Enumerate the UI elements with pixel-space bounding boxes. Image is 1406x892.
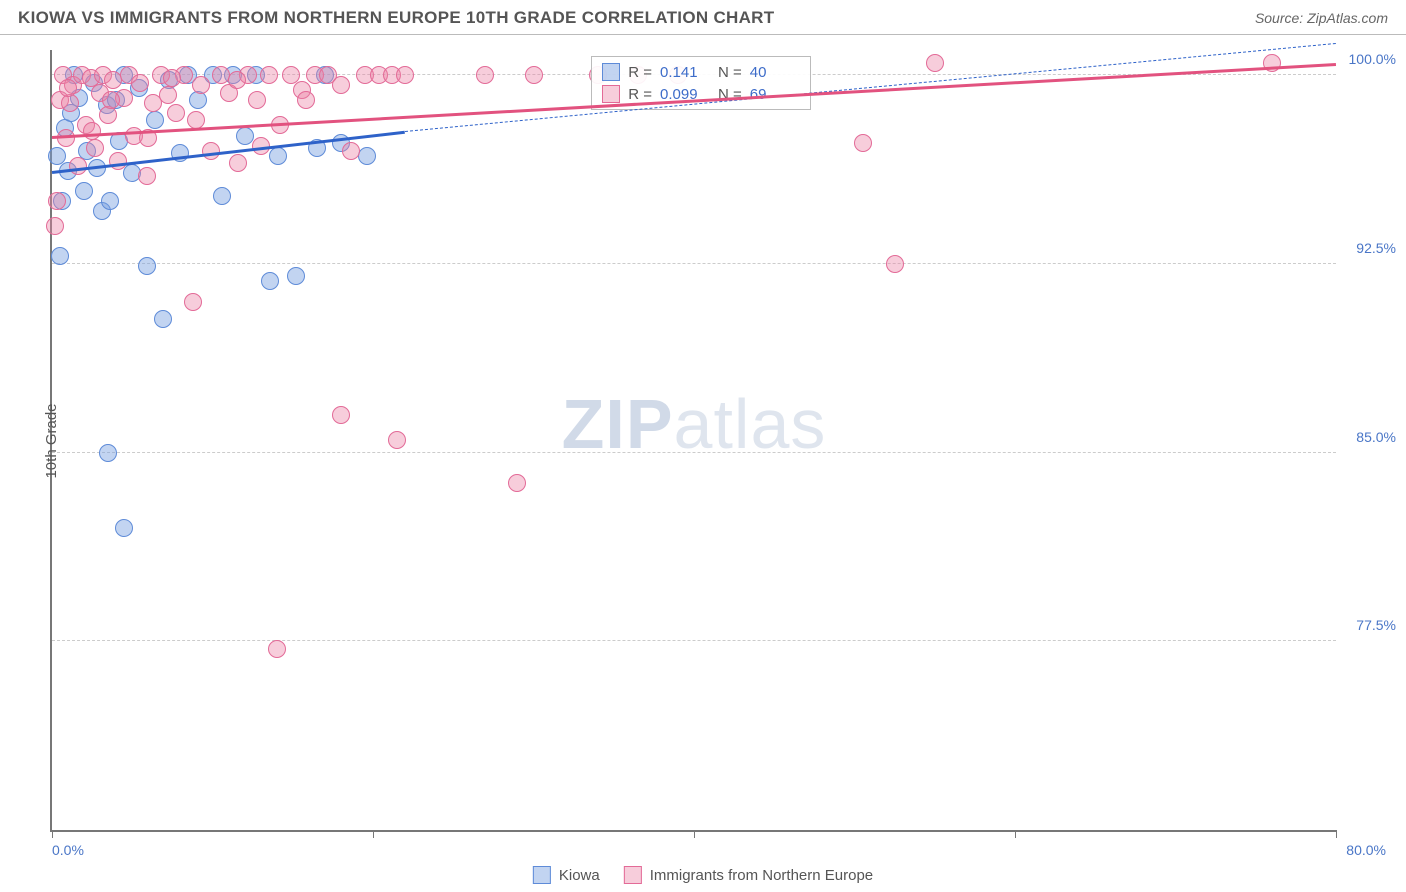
correlation-row: R = 0.141 N = 40 bbox=[602, 61, 800, 83]
data-point bbox=[59, 79, 77, 97]
legend-swatch bbox=[602, 63, 620, 81]
r-value: 0.141 bbox=[660, 64, 710, 81]
data-point bbox=[297, 91, 315, 109]
data-point bbox=[229, 154, 247, 172]
n-value: 40 bbox=[750, 64, 800, 81]
x-tick bbox=[1336, 830, 1337, 838]
legend-swatch bbox=[533, 866, 551, 884]
gridline bbox=[52, 640, 1336, 641]
legend-item: Immigrants from Northern Europe bbox=[624, 866, 873, 884]
x-tick-label: 80.0% bbox=[1346, 842, 1386, 858]
data-point bbox=[192, 76, 210, 94]
n-label: N = bbox=[718, 64, 742, 81]
data-point bbox=[109, 152, 127, 170]
data-point bbox=[261, 272, 279, 290]
data-point bbox=[184, 293, 202, 311]
data-point bbox=[269, 147, 287, 165]
data-point bbox=[926, 54, 944, 72]
chart-title: KIOWA VS IMMIGRANTS FROM NORTHERN EUROPE… bbox=[18, 8, 774, 28]
y-tick-label: 100.0% bbox=[1349, 51, 1396, 67]
legend-swatch bbox=[624, 866, 642, 884]
correlation-legend: R = 0.141 N = 40 R =0.099N =69 bbox=[591, 56, 811, 110]
x-tick bbox=[52, 830, 53, 838]
data-point bbox=[358, 147, 376, 165]
data-point bbox=[236, 127, 254, 145]
r-label: R = bbox=[628, 64, 652, 81]
data-point bbox=[99, 106, 117, 124]
data-point bbox=[86, 139, 104, 157]
chart-source: Source: ZipAtlas.com bbox=[1255, 10, 1388, 26]
data-point bbox=[57, 129, 75, 147]
y-tick-label: 85.0% bbox=[1356, 429, 1396, 445]
data-point bbox=[854, 134, 872, 152]
data-point bbox=[51, 247, 69, 265]
y-tick-label: 92.5% bbox=[1356, 240, 1396, 256]
data-point bbox=[213, 187, 231, 205]
data-point bbox=[163, 69, 181, 87]
data-point bbox=[525, 66, 543, 84]
r-label: R = bbox=[628, 86, 652, 103]
data-point bbox=[115, 519, 133, 537]
legend-item: Kiowa bbox=[533, 866, 600, 884]
data-point bbox=[202, 142, 220, 160]
data-point bbox=[159, 86, 177, 104]
data-point bbox=[508, 474, 526, 492]
data-point bbox=[75, 182, 93, 200]
data-point bbox=[138, 257, 156, 275]
data-point bbox=[332, 406, 350, 424]
gridline bbox=[52, 452, 1336, 453]
trend-line-extrapolated bbox=[405, 42, 1336, 131]
data-point bbox=[476, 66, 494, 84]
plot-region: ZIPatlas 100.0%92.5%85.0%77.5%0.0%80.0%R… bbox=[50, 50, 1336, 832]
data-point bbox=[48, 192, 66, 210]
data-point bbox=[287, 267, 305, 285]
data-point bbox=[146, 111, 164, 129]
legend-swatch bbox=[602, 85, 620, 103]
x-tick bbox=[1015, 830, 1016, 838]
data-point bbox=[167, 104, 185, 122]
chart-area: ZIPatlas 100.0%92.5%85.0%77.5%0.0%80.0%R… bbox=[50, 50, 1336, 832]
y-tick-label: 77.5% bbox=[1356, 617, 1396, 633]
data-point bbox=[228, 71, 246, 89]
x-tick-label: 0.0% bbox=[52, 842, 84, 858]
gridline bbox=[52, 263, 1336, 264]
data-point bbox=[131, 74, 149, 92]
legend-label: Kiowa bbox=[559, 867, 600, 884]
data-point bbox=[396, 66, 414, 84]
data-point bbox=[99, 444, 117, 462]
data-point bbox=[332, 76, 350, 94]
data-point bbox=[154, 310, 172, 328]
data-point bbox=[268, 640, 286, 658]
data-point bbox=[886, 255, 904, 273]
data-point bbox=[260, 66, 278, 84]
legend-label: Immigrants from Northern Europe bbox=[650, 867, 873, 884]
data-point bbox=[342, 142, 360, 160]
chart-header: KIOWA VS IMMIGRANTS FROM NORTHERN EUROPE… bbox=[0, 0, 1406, 35]
data-point bbox=[69, 157, 87, 175]
data-point bbox=[83, 122, 101, 140]
data-point bbox=[101, 192, 119, 210]
x-tick bbox=[694, 830, 695, 838]
data-point bbox=[138, 167, 156, 185]
data-point bbox=[388, 431, 406, 449]
data-point bbox=[248, 91, 266, 109]
data-point bbox=[102, 91, 120, 109]
x-tick bbox=[373, 830, 374, 838]
series-legend: Kiowa Immigrants from Northern Europe bbox=[533, 866, 873, 884]
data-point bbox=[46, 217, 64, 235]
correlation-row: R =0.099N =69 bbox=[602, 83, 800, 105]
y-axis-label: 10th Grade bbox=[43, 403, 60, 478]
data-point bbox=[189, 91, 207, 109]
